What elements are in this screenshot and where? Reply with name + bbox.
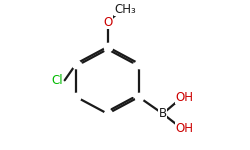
Text: CH₃: CH₃ [115, 3, 136, 16]
Text: B: B [159, 107, 167, 120]
Text: OH: OH [175, 123, 193, 135]
Text: O: O [103, 16, 112, 29]
Text: Cl: Cl [51, 74, 62, 87]
Text: OH: OH [175, 90, 193, 104]
